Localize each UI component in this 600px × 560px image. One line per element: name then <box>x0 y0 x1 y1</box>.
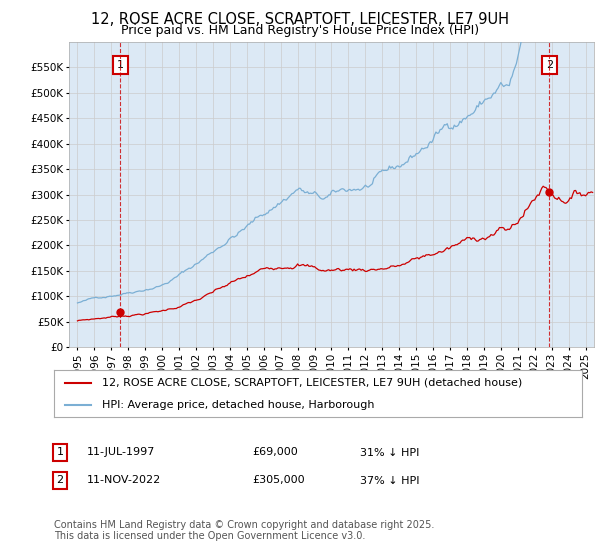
Text: Price paid vs. HM Land Registry's House Price Index (HPI): Price paid vs. HM Land Registry's House … <box>121 24 479 37</box>
Text: 2: 2 <box>56 475 64 486</box>
Text: 1: 1 <box>117 60 124 70</box>
Text: HPI: Average price, detached house, Harborough: HPI: Average price, detached house, Harb… <box>101 400 374 410</box>
Text: Contains HM Land Registry data © Crown copyright and database right 2025.
This d: Contains HM Land Registry data © Crown c… <box>54 520 434 542</box>
Text: £305,000: £305,000 <box>252 475 305 486</box>
Text: 2: 2 <box>546 60 553 70</box>
Text: 37% ↓ HPI: 37% ↓ HPI <box>360 475 419 486</box>
Text: 1: 1 <box>56 447 64 458</box>
Text: 31% ↓ HPI: 31% ↓ HPI <box>360 447 419 458</box>
Text: 11-JUL-1997: 11-JUL-1997 <box>87 447 155 458</box>
Text: £69,000: £69,000 <box>252 447 298 458</box>
Text: 12, ROSE ACRE CLOSE, SCRAPTOFT, LEICESTER, LE7 9UH (detached house): 12, ROSE ACRE CLOSE, SCRAPTOFT, LEICESTE… <box>101 378 522 388</box>
Text: 11-NOV-2022: 11-NOV-2022 <box>87 475 161 486</box>
Text: 12, ROSE ACRE CLOSE, SCRAPTOFT, LEICESTER, LE7 9UH: 12, ROSE ACRE CLOSE, SCRAPTOFT, LEICESTE… <box>91 12 509 27</box>
